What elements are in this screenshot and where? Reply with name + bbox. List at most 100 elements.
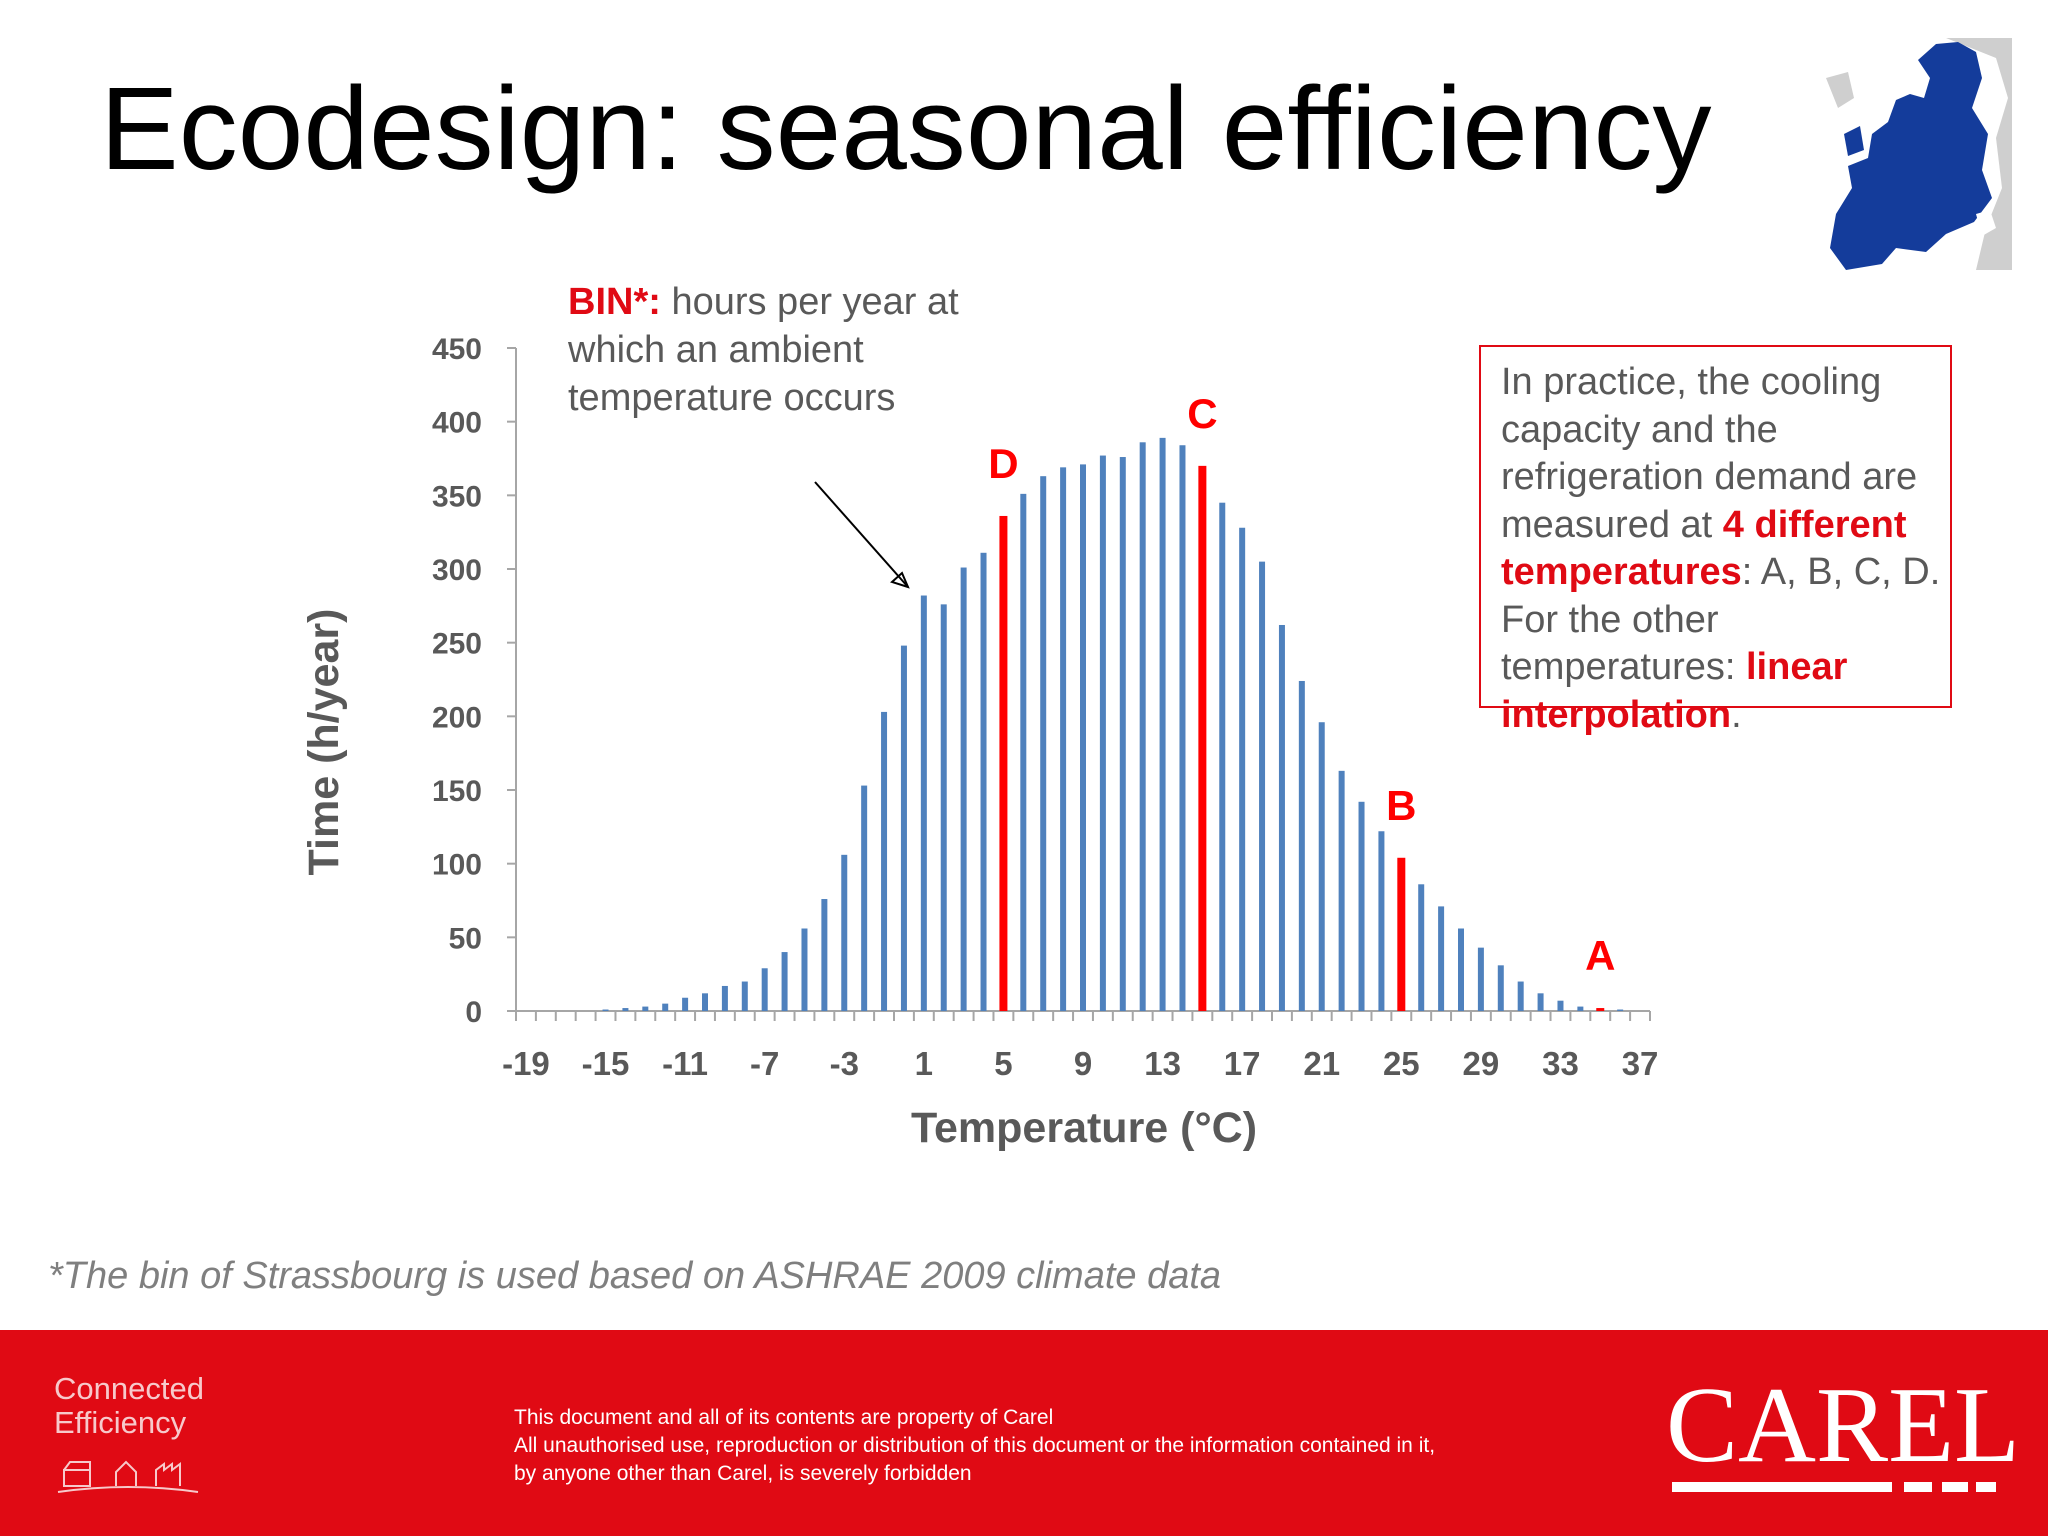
bar	[1020, 493, 1027, 1011]
legal-line-1: This document and all of its contents ar…	[514, 1406, 1054, 1429]
legal-line-3: by anyone other than Carel, is severely …	[514, 1462, 972, 1485]
y-tick-label: 100	[432, 849, 482, 882]
bar	[1477, 947, 1484, 1011]
y-tick-label: 250	[432, 628, 482, 661]
bar	[1557, 1000, 1564, 1011]
bar	[602, 1009, 609, 1011]
y-tick-label: 200	[432, 701, 482, 734]
x-tick-label: -11	[662, 1045, 708, 1082]
bar	[1358, 801, 1365, 1011]
bar	[662, 1003, 669, 1011]
bar	[741, 981, 748, 1011]
x-tick-label: -19	[502, 1045, 550, 1082]
x-tick-label: -7	[750, 1045, 779, 1082]
legal-notice: This document and all of its contents ar…	[514, 1404, 1435, 1488]
bin-arrow-head	[890, 571, 910, 589]
bar	[1179, 445, 1186, 1011]
x-tick-label: 21	[1303, 1045, 1340, 1082]
bar	[1318, 722, 1325, 1011]
bar	[642, 1006, 649, 1011]
bin-colon: :	[648, 281, 661, 323]
x-axis-title: Temperature (°C)	[911, 1104, 1257, 1152]
bin-chart: 0 50 100 150 200 250 300 350 400 450 -19 -15 -11 -7 -…	[300, 333, 1659, 1152]
footnote: *The bin of Strassbourg is used based on…	[48, 1255, 1222, 1297]
bar	[702, 993, 708, 1011]
bar	[1537, 993, 1544, 1011]
bar	[980, 552, 987, 1011]
bar	[1040, 476, 1047, 1011]
bar	[900, 645, 907, 1011]
point-label-b: B	[1386, 782, 1416, 829]
bar	[781, 952, 788, 1011]
bar	[1099, 455, 1106, 1011]
footer-bar: Connected Efficiency This document and a…	[0, 1330, 2048, 1536]
bar	[841, 854, 848, 1011]
info-box: In practice, the cooling capacity and th…	[1479, 345, 1952, 736]
info-highlight-1: 4 different temperatures	[1501, 503, 1907, 594]
bar	[821, 899, 828, 1011]
y-tick-label: 300	[432, 554, 482, 587]
x-tick-label: 33	[1542, 1045, 1579, 1082]
carel-logo-underline	[1672, 1482, 1996, 1492]
legal-line-2: All unauthorised use, reproduction or di…	[514, 1434, 1436, 1457]
bar	[960, 567, 967, 1011]
bar-highlight	[1198, 465, 1207, 1011]
x-tick-label: 9	[1074, 1045, 1092, 1082]
bar-highlight	[1596, 1008, 1605, 1011]
info-text-1: In practice, the cooling capacity and th…	[1501, 361, 1918, 546]
x-tick-label: 29	[1463, 1045, 1500, 1082]
bin-annotation: BIN*: hours per year at which an ambient…	[568, 278, 968, 422]
info-highlight-2: linear interpolation	[1501, 646, 1848, 736]
bar	[1119, 457, 1126, 1011]
bar	[881, 711, 888, 1011]
x-tick-label: 37	[1622, 1045, 1659, 1082]
bar-highlight	[999, 515, 1008, 1011]
page-title: Ecodesign: seasonal efficiency	[100, 63, 1712, 195]
x-tick-label: 13	[1144, 1045, 1181, 1082]
bar	[1458, 928, 1464, 1011]
building-icons	[57, 1460, 199, 1493]
y-axis-title: Time (h/year)	[300, 609, 348, 876]
bar	[1338, 770, 1345, 1011]
bar	[920, 595, 927, 1011]
y-tick-label: 350	[432, 480, 482, 513]
x-tick-label: 5	[994, 1045, 1012, 1082]
bar	[1219, 502, 1226, 1011]
bar	[1617, 1009, 1624, 1011]
bar	[1438, 906, 1445, 1011]
info-text-2: : A, B, C, D. For the other temperatures…	[1501, 551, 1941, 688]
bar	[682, 997, 689, 1011]
bar	[940, 604, 947, 1011]
bar	[1497, 965, 1504, 1011]
tagline-line-1: Connected	[54, 1371, 204, 1406]
bar	[1298, 680, 1305, 1011]
bar	[761, 968, 768, 1011]
bar	[1060, 467, 1067, 1012]
x-tick-label: 25	[1383, 1045, 1420, 1082]
info-text-3: .	[1731, 693, 1742, 736]
x-tick-label: -3	[830, 1045, 859, 1082]
y-tick-label: 400	[432, 407, 482, 440]
bar	[861, 785, 868, 1011]
x-tick-label: 1	[915, 1045, 933, 1082]
bin-term: BIN*	[568, 281, 649, 323]
carel-logo: CAREL	[1666, 1366, 2021, 1485]
y-tick-label: 0	[465, 996, 482, 1029]
point-label-a: A	[1585, 932, 1615, 979]
bar-highlight	[1397, 857, 1406, 1011]
x-tick-label: -15	[582, 1045, 630, 1082]
bar	[801, 928, 808, 1011]
eu-map-icon	[1826, 38, 2012, 270]
bar	[1080, 464, 1086, 1012]
bar	[1378, 831, 1385, 1011]
tagline: Connected Efficiency	[54, 1372, 204, 1440]
y-tick-label: 150	[432, 775, 482, 808]
point-label-c: C	[1187, 390, 1217, 437]
tagline-line-2: Efficiency	[54, 1405, 187, 1440]
y-tick-label: 50	[449, 922, 482, 955]
bar	[1418, 884, 1425, 1011]
y-tick-label: 450	[432, 333, 482, 366]
bar	[1139, 442, 1146, 1011]
bar	[1259, 561, 1266, 1011]
bar	[721, 985, 728, 1011]
